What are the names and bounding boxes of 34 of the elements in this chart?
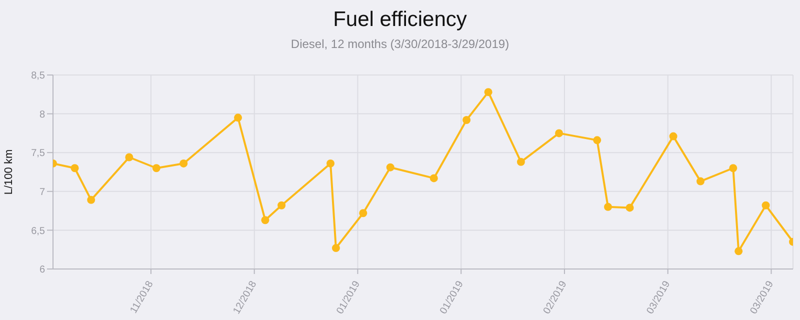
chart-title: Fuel efficiency bbox=[332, 8, 468, 32]
point bbox=[729, 164, 738, 172]
point bbox=[125, 153, 134, 162]
point bbox=[386, 163, 394, 172]
point bbox=[180, 159, 188, 168]
point bbox=[626, 204, 634, 212]
point bbox=[234, 114, 242, 122]
point bbox=[516, 158, 525, 166]
point bbox=[669, 132, 678, 140]
point bbox=[359, 209, 368, 218]
point bbox=[430, 174, 438, 182]
point bbox=[734, 247, 743, 256]
y-axis-title: L/100 km bbox=[2, 149, 15, 195]
point bbox=[261, 216, 270, 224]
point bbox=[762, 201, 770, 210]
point bbox=[70, 164, 79, 172]
point bbox=[278, 201, 286, 210]
point bbox=[555, 129, 564, 138]
point bbox=[604, 202, 612, 211]
y-tick-label: 7 bbox=[39, 186, 46, 198]
y-tick-label: 6,5 bbox=[31, 226, 46, 237]
point bbox=[326, 159, 334, 168]
point bbox=[696, 177, 704, 186]
point bbox=[332, 244, 340, 252]
y-tick-label: 8 bbox=[39, 109, 46, 120]
point bbox=[462, 116, 471, 124]
y-tick-label: 7,5 bbox=[31, 148, 46, 160]
point bbox=[593, 136, 602, 144]
point bbox=[484, 88, 492, 96]
point bbox=[87, 196, 96, 204]
chart-subtitle: Diesel, 12 months (3/30/2018-3/29/2019) bbox=[290, 37, 510, 51]
y-tick-label: 8,5 bbox=[31, 70, 46, 82]
point bbox=[152, 164, 160, 172]
y-tick-label: 6 bbox=[39, 264, 46, 276]
